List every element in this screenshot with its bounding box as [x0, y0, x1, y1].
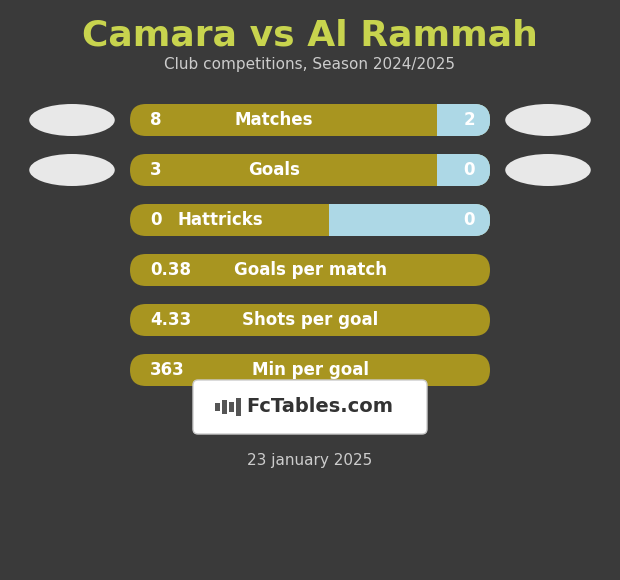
- Text: 2: 2: [463, 111, 475, 129]
- Text: Hattricks: Hattricks: [177, 211, 263, 229]
- Text: FcTables.com: FcTables.com: [247, 397, 394, 416]
- FancyBboxPatch shape: [418, 154, 490, 186]
- FancyBboxPatch shape: [130, 354, 490, 386]
- FancyBboxPatch shape: [418, 154, 490, 186]
- Text: 8: 8: [150, 111, 161, 129]
- Ellipse shape: [29, 154, 115, 186]
- Ellipse shape: [29, 104, 115, 136]
- Text: Matches: Matches: [235, 111, 313, 129]
- Text: 3: 3: [150, 161, 162, 179]
- Ellipse shape: [505, 104, 591, 136]
- FancyBboxPatch shape: [130, 104, 490, 136]
- Text: 23 january 2025: 23 january 2025: [247, 452, 373, 467]
- Bar: [418, 154, 434, 186]
- Text: Goals per match: Goals per match: [234, 261, 386, 279]
- FancyBboxPatch shape: [130, 204, 490, 236]
- Bar: [215, 403, 220, 411]
- FancyBboxPatch shape: [310, 204, 490, 236]
- Text: 0: 0: [464, 161, 475, 179]
- Bar: [236, 398, 241, 416]
- Text: Club competitions, Season 2024/2025: Club competitions, Season 2024/2025: [164, 57, 456, 72]
- FancyBboxPatch shape: [310, 204, 490, 236]
- Text: 0: 0: [150, 211, 161, 229]
- Bar: [418, 104, 434, 136]
- FancyBboxPatch shape: [130, 254, 490, 286]
- Bar: [310, 204, 326, 236]
- Text: Camara vs Al Rammah: Camara vs Al Rammah: [82, 18, 538, 52]
- FancyBboxPatch shape: [130, 304, 490, 336]
- Bar: [418, 154, 437, 186]
- Ellipse shape: [505, 154, 591, 186]
- Text: Min per goal: Min per goal: [252, 361, 368, 379]
- Bar: [222, 400, 227, 414]
- Text: Goals: Goals: [248, 161, 300, 179]
- FancyBboxPatch shape: [418, 104, 490, 136]
- Bar: [229, 402, 234, 412]
- Text: 363: 363: [150, 361, 185, 379]
- Bar: [310, 204, 329, 236]
- Text: Shots per goal: Shots per goal: [242, 311, 378, 329]
- FancyBboxPatch shape: [193, 380, 427, 434]
- Bar: [418, 104, 437, 136]
- Text: 4.33: 4.33: [150, 311, 191, 329]
- Text: 0.38: 0.38: [150, 261, 191, 279]
- Text: 0: 0: [464, 211, 475, 229]
- FancyBboxPatch shape: [418, 104, 490, 136]
- FancyBboxPatch shape: [130, 154, 490, 186]
